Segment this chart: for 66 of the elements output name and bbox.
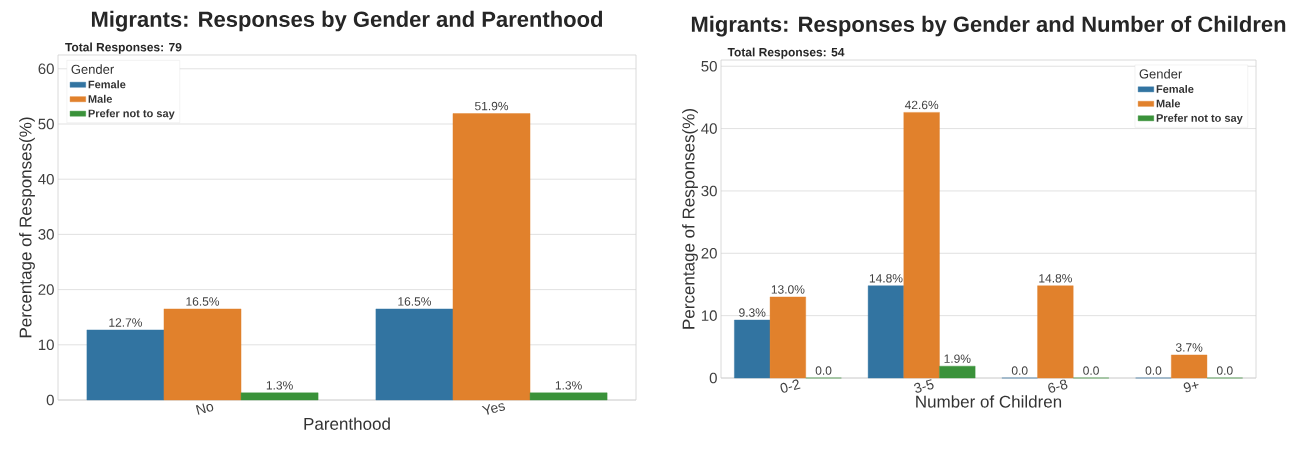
bar <box>1037 285 1074 379</box>
x-tick-label: 6-8 <box>1048 379 1068 393</box>
bar <box>903 112 940 379</box>
data-label: 16.5% <box>398 297 432 306</box>
legend-label: Male <box>1156 99 1181 108</box>
data-label: 42.6% <box>904 100 939 110</box>
chart-title: Migrants: Responses by Gender and Number of Children <box>691 15 1286 37</box>
data-label: 9.3% <box>739 308 766 317</box>
legend-title: Gender <box>71 64 114 74</box>
y-axis-title: Percentage of Responses(%) <box>682 109 698 329</box>
bar <box>163 308 242 401</box>
y-tick-label: 0 <box>709 372 717 384</box>
data-label: 3.7% <box>1175 343 1203 352</box>
y-axis-title: Percentage of Responses(%) <box>19 117 35 338</box>
data-label: 1.3% <box>555 381 582 390</box>
x-axis-title: Parenthood <box>304 417 390 430</box>
y-tick-label: 40 <box>701 123 717 134</box>
bar <box>769 296 806 379</box>
data-label: 51.9% <box>474 101 509 111</box>
data-label: 14.8% <box>869 274 903 283</box>
data-label: 0.0 <box>1011 366 1028 375</box>
y-tick-label: 0 <box>46 394 54 406</box>
bar <box>375 308 454 401</box>
x-tick-label: 0-2 <box>780 379 801 393</box>
legend-label: Female <box>88 80 126 89</box>
y-tick-label: 40 <box>38 173 54 185</box>
bar <box>1171 354 1208 379</box>
legend-label: Prefer not to say <box>88 109 175 120</box>
data-label: 0.0 <box>1216 366 1233 375</box>
data-label: 14.8% <box>1039 274 1072 283</box>
x-tick-label: 3-5 <box>914 379 934 393</box>
x-tick-label: 9+ <box>1183 381 1199 393</box>
chart-title: Migrants: Responses by Gender and Parenthood <box>91 10 603 32</box>
data-label: 16.5% <box>186 297 220 306</box>
y-tick-label: 10 <box>38 339 54 351</box>
legend-label: Prefer not to say <box>1156 113 1243 125</box>
data-label: 0.0 <box>815 366 832 375</box>
x-tick-label: Yes <box>481 403 506 415</box>
bar <box>734 319 771 379</box>
y-tick-label: 60 <box>38 63 54 75</box>
legend-label: Female <box>1156 84 1194 93</box>
chart-subtitle: Total Responses: 54 <box>727 47 845 59</box>
y-tick-label: 50 <box>701 60 717 72</box>
data-label: 0.0 <box>1145 366 1162 375</box>
legend-title: Gender <box>1139 68 1183 79</box>
data-label: 0.0 <box>1083 366 1099 375</box>
y-tick-label: 20 <box>38 284 54 295</box>
y-tick-label: 30 <box>701 185 717 197</box>
legend-label: Male <box>88 94 112 103</box>
bar <box>529 392 608 401</box>
chart-subtitle: Total Responses: 79 <box>65 42 182 54</box>
bar <box>939 365 976 379</box>
data-label: 1.3% <box>266 381 293 390</box>
x-tick-label: No <box>195 403 214 415</box>
x-axis-title: Number of Children <box>916 395 1062 408</box>
data-label: 12.7% <box>109 318 143 327</box>
y-tick-label: 50 <box>38 118 54 130</box>
data-label: 1.9% <box>944 354 971 363</box>
bar <box>867 285 904 379</box>
y-tick-label: 10 <box>701 310 717 321</box>
data-label: 13.0% <box>771 285 805 294</box>
bar <box>86 329 165 401</box>
y-tick-label: 20 <box>701 247 717 259</box>
y-tick-label: 30 <box>38 229 54 240</box>
bar <box>240 392 319 401</box>
bar <box>452 113 531 401</box>
